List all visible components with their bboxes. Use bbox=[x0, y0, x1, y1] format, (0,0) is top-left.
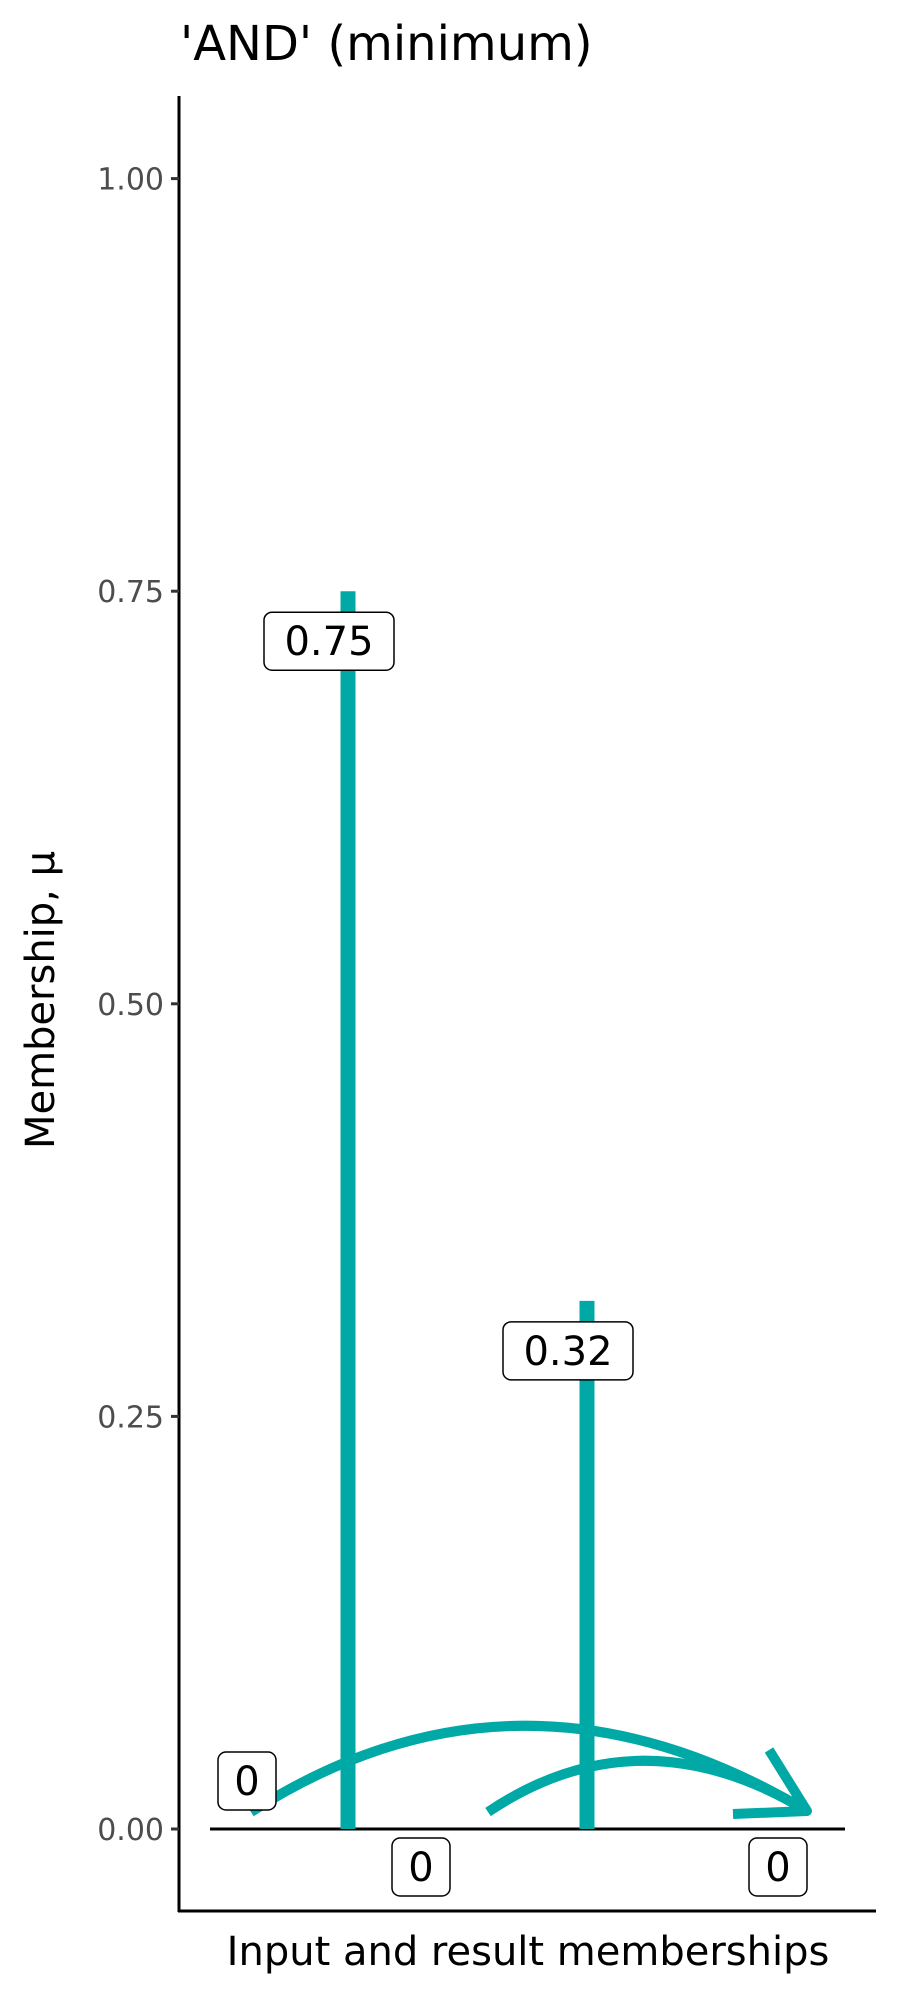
data-label: 0 bbox=[408, 1845, 433, 1891]
y-tick-label: 1.00 bbox=[97, 163, 164, 198]
y-tick-label: 0.75 bbox=[97, 575, 164, 610]
arrow-curve bbox=[485, 1755, 810, 1817]
data-label: 0.32 bbox=[523, 1329, 612, 1375]
y-tick-label: 0.50 bbox=[97, 988, 164, 1023]
chart-title: 'AND' (minimum) bbox=[180, 16, 593, 72]
y-axis-title: Membership, µ bbox=[18, 851, 64, 1149]
data-label: 0.75 bbox=[284, 619, 373, 665]
data-label-box bbox=[263, 611, 395, 671]
data-label-box bbox=[502, 1321, 634, 1381]
data-label-box bbox=[748, 1837, 808, 1897]
data-label-box bbox=[391, 1837, 451, 1897]
arrow-head bbox=[732, 1747, 812, 1819]
data-label: 0 bbox=[234, 1759, 259, 1805]
y-tick-label: 0.00 bbox=[97, 1813, 164, 1848]
data-label: 0 bbox=[765, 1845, 790, 1891]
x-axis-title: Input and result memberships bbox=[227, 1929, 830, 1975]
y-tick-label: 0.25 bbox=[97, 1400, 164, 1435]
data-label-box bbox=[217, 1751, 277, 1811]
